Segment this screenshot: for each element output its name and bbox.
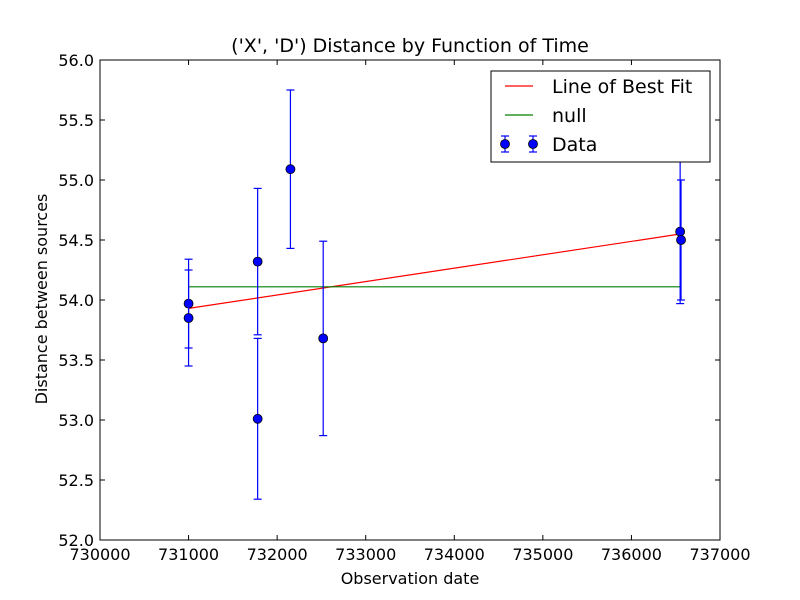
series-line-line-of-best-fit	[188, 233, 681, 309]
data-point	[252, 256, 263, 267]
y-tick-label: 55.5	[58, 111, 94, 130]
data-point	[183, 313, 194, 323]
legend-swatch-marker	[500, 139, 510, 149]
legend-swatch-marker	[528, 139, 538, 149]
x-axis: 730000 731000 732000 733000 734000 735000 7360…	[69, 60, 751, 564]
y-axis-label: Distance between sources	[32, 194, 51, 405]
data-point	[285, 164, 296, 175]
x-tick-label: 737000	[689, 545, 750, 564]
x-tick-label: 731000	[158, 545, 219, 564]
x-tick-label: 732000	[247, 545, 308, 564]
x-tick-label: 735000	[512, 545, 573, 564]
y-tick-label: 56.0	[58, 51, 94, 70]
x-tick-label: 734000	[424, 545, 485, 564]
data-point	[252, 413, 263, 424]
y-axis: 52.0 52.5 53.0 53.5 54.0 54.5 55.0 55.5 56.0	[58, 51, 720, 550]
y-tick-label: 53.0	[58, 411, 94, 430]
legend-label: null	[552, 105, 587, 127]
y-tick-label: 52.5	[58, 471, 94, 490]
y-tick-label: 55.0	[58, 171, 94, 190]
y-tick-label: 52.0	[58, 531, 94, 550]
legend-label: Data	[552, 134, 597, 156]
y-tick-label: 54.0	[58, 291, 94, 310]
data-point	[676, 235, 686, 245]
x-tick-label: 730000	[69, 545, 130, 564]
data-point	[675, 226, 686, 237]
legend-label: Line of Best Fit	[552, 76, 692, 98]
data-point	[318, 333, 329, 344]
x-tick-label: 736000	[601, 545, 662, 564]
y-tick-label: 53.5	[58, 351, 94, 370]
chart-title: ('X', 'D') Distance by Function of Time	[231, 35, 589, 57]
x-axis-label: Observation date	[341, 569, 480, 588]
legend: Line of Best Fit null Data	[490, 70, 711, 163]
x-tick-label: 733000	[335, 545, 396, 564]
y-tick-label: 54.5	[58, 231, 94, 250]
